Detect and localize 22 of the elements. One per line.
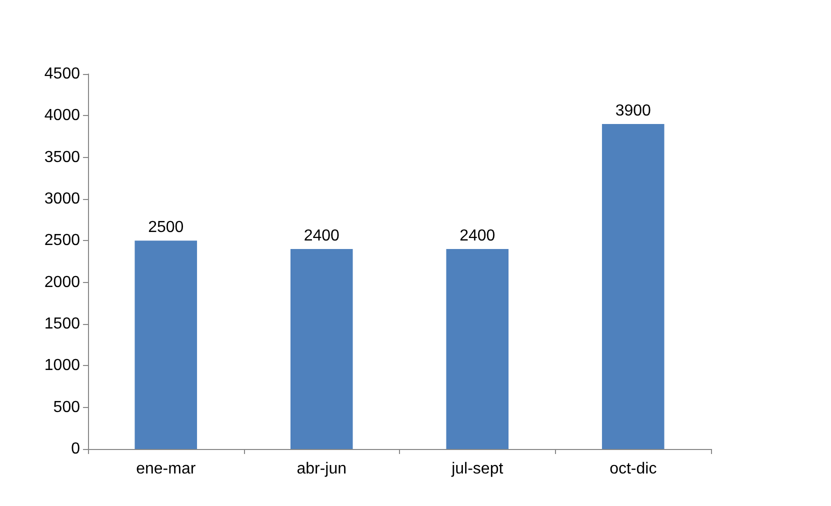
y-tick-label: 4000 xyxy=(44,107,80,124)
y-tick-label: 4500 xyxy=(44,66,80,82)
x-tick-label: oct-dic xyxy=(610,460,657,478)
y-tick-label: 500 xyxy=(53,398,80,416)
y-tick-label: 1000 xyxy=(44,357,80,374)
x-tick-label: jul-sept xyxy=(450,460,504,478)
x-tick-label: abr-jun xyxy=(296,460,347,478)
y-tick-label: 3000 xyxy=(44,190,80,208)
bar xyxy=(602,124,664,449)
data-label: 2400 xyxy=(304,228,340,244)
x-tick-label: ene-mar xyxy=(136,460,196,478)
y-tick-label: 3500 xyxy=(44,148,80,166)
y-tick-label: 2500 xyxy=(44,232,80,250)
data-label: 2400 xyxy=(460,228,496,244)
y-tick-label: 1500 xyxy=(44,316,80,332)
bar xyxy=(446,249,509,449)
y-tick-label: 0 xyxy=(71,440,80,458)
data-label: 3900 xyxy=(615,102,652,120)
bar xyxy=(134,240,198,449)
data-label: 2500 xyxy=(148,219,184,236)
bar xyxy=(290,249,353,449)
y-tick-label: 2000 xyxy=(44,274,80,291)
